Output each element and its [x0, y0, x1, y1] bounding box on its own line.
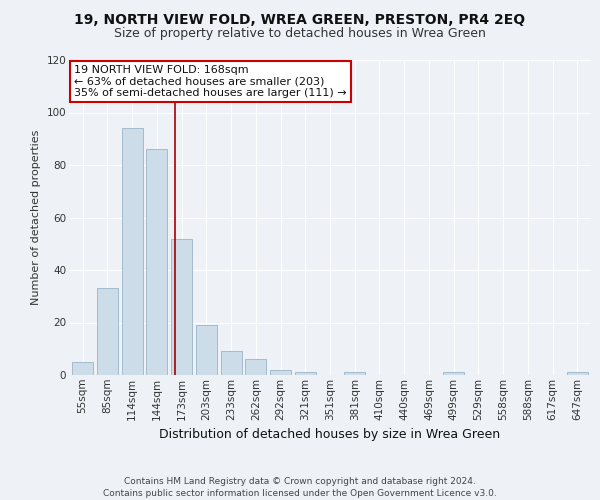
- Text: Contains HM Land Registry data © Crown copyright and database right 2024.
Contai: Contains HM Land Registry data © Crown c…: [103, 476, 497, 498]
- Bar: [171, 238, 192, 375]
- Text: 19, NORTH VIEW FOLD, WREA GREEN, PRESTON, PR4 2EQ: 19, NORTH VIEW FOLD, WREA GREEN, PRESTON…: [74, 12, 526, 26]
- Bar: [344, 372, 365, 375]
- Bar: [221, 352, 242, 375]
- Bar: [122, 128, 143, 375]
- Bar: [72, 362, 93, 375]
- Bar: [295, 372, 316, 375]
- X-axis label: Distribution of detached houses by size in Wrea Green: Distribution of detached houses by size …: [160, 428, 500, 441]
- Bar: [146, 149, 167, 375]
- Bar: [443, 372, 464, 375]
- Bar: [567, 372, 588, 375]
- Bar: [270, 370, 291, 375]
- Text: Size of property relative to detached houses in Wrea Green: Size of property relative to detached ho…: [114, 28, 486, 40]
- Y-axis label: Number of detached properties: Number of detached properties: [31, 130, 41, 305]
- Text: 19 NORTH VIEW FOLD: 168sqm
← 63% of detached houses are smaller (203)
35% of sem: 19 NORTH VIEW FOLD: 168sqm ← 63% of deta…: [74, 64, 347, 98]
- Bar: [196, 325, 217, 375]
- Bar: [245, 359, 266, 375]
- Bar: [97, 288, 118, 375]
